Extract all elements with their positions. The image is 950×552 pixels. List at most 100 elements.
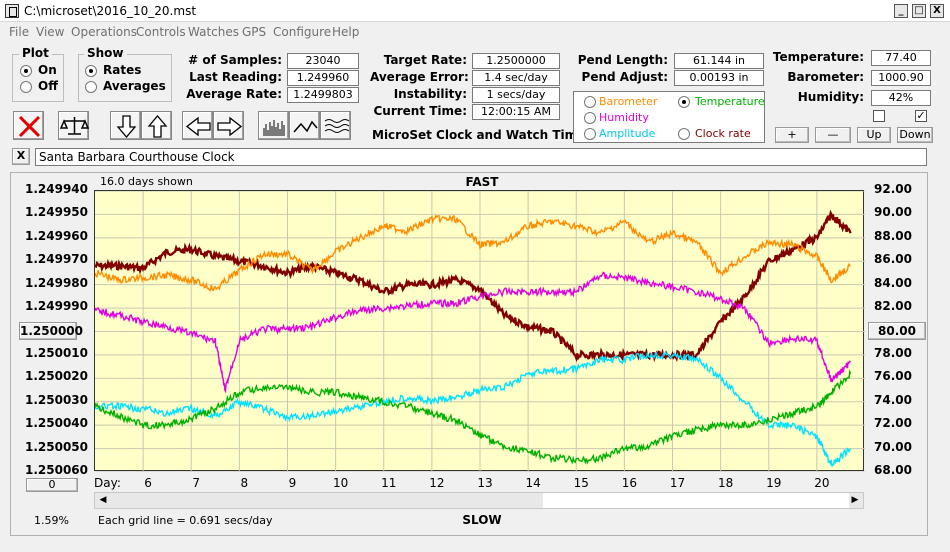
stop-button[interactable] <box>13 111 44 140</box>
left-axis-tick-label: 1.249980 <box>24 275 88 290</box>
show-rates-label: Rates <box>103 63 142 77</box>
pend-length-value: 61.144 in <box>674 53 764 69</box>
barometer-series-line <box>94 214 851 292</box>
clock-name-field[interactable]: Santa Barbara Courthouse Clock <box>35 148 927 166</box>
right-axis-tick-label: 86.00 <box>874 252 912 267</box>
rate-series-line <box>94 209 852 363</box>
menu-bar: File View Operations Controls Watches GP… <box>0 22 950 42</box>
center-temp-button[interactable]: 80.00 <box>868 322 926 340</box>
barometer-radio[interactable] <box>584 96 596 108</box>
close-button[interactable]: X <box>930 4 944 18</box>
scroll-thumb[interactable] <box>543 493 849 508</box>
barometer-value: 1000.90 <box>871 70 931 86</box>
maximize-button[interactable]: □ <box>912 4 926 18</box>
temperature-radio[interactable] <box>678 96 690 108</box>
x-axis-tick-label: 18 <box>717 476 734 490</box>
humidity-series-line <box>94 271 852 394</box>
target-rate-label: Target Rate: <box>383 53 467 67</box>
left-checkbox[interactable] <box>873 110 885 122</box>
scroll-right-arrow-icon[interactable]: ▶ <box>851 495 859 505</box>
show-group-title: Show <box>84 46 127 60</box>
right-axis-tick-label: 76.00 <box>874 369 912 384</box>
menu-configure[interactable]: Configure <box>273 25 332 39</box>
left-axis-tick-label: 1.250010 <box>24 345 88 360</box>
amplitude-radio[interactable] <box>584 128 596 140</box>
plot-on-radio[interactable] <box>20 65 32 77</box>
fast-label: FAST <box>465 175 499 189</box>
down-button[interactable]: Down <box>897 127 933 143</box>
up-button[interactable]: Up <box>857 127 891 143</box>
instability-label: Instability: <box>393 87 467 101</box>
left-axis-tick-label: 1.250030 <box>24 392 88 407</box>
humidity-radio[interactable] <box>584 112 596 124</box>
line-view-button[interactable] <box>289 111 320 140</box>
plot-on-label: On <box>38 63 57 77</box>
bars-view-button[interactable] <box>258 111 289 140</box>
show-averages-radio[interactable] <box>85 81 97 93</box>
slow-label: SLOW <box>462 513 502 527</box>
arrow-up-icon <box>147 114 168 138</box>
menu-gps[interactable]: GPS <box>242 25 267 39</box>
left-axis-tick-label: 1.250040 <box>24 416 88 431</box>
show-rates-radio[interactable] <box>85 65 97 77</box>
arrow-left-button[interactable] <box>182 111 213 140</box>
day-axis-label: Day: <box>94 476 121 490</box>
arrow-right-button[interactable] <box>213 111 244 140</box>
left-axis-tick-label: 1.249950 <box>24 205 88 220</box>
right-axis-tick-label: 90.00 <box>874 205 912 220</box>
wave-lines-icon <box>324 119 350 133</box>
arrow-down-button[interactable] <box>110 111 141 140</box>
offset-button[interactable]: 0 <box>26 478 78 492</box>
average-error-value: 1.4 sec/day <box>472 70 560 86</box>
x-axis-tick-label: 11 <box>381 476 397 490</box>
average-rate-value: 1.2499803 <box>287 87 359 103</box>
right-axis-tick-label: 84.00 <box>874 275 912 290</box>
x-axis-tick-label: 14 <box>525 476 541 490</box>
menu-help[interactable]: Help <box>332 25 360 39</box>
temperature-value: 77.40 <box>871 50 931 66</box>
title-bar: C:\microset\2016_10_20.mst _ □ X <box>0 0 950 22</box>
clock-rate-radio[interactable] <box>678 128 690 140</box>
window-title: C:\microset\2016_10_20.mst <box>24 4 197 18</box>
right-axis-tick-label: 70.00 <box>874 439 912 454</box>
plot-off-radio[interactable] <box>20 81 32 93</box>
last-reading-value: 1.249960 <box>287 70 359 86</box>
x-axis-tick-label: 7 <box>192 476 201 490</box>
menu-controls[interactable]: Controls <box>136 25 186 39</box>
wave-view-button[interactable] <box>320 111 351 140</box>
app-icon[interactable] <box>5 4 19 18</box>
scroll-left-arrow-icon[interactable]: ◀ <box>99 495 107 505</box>
minimize-button[interactable]: _ <box>894 4 908 18</box>
chart-svg <box>94 190 865 473</box>
temperature-label: Temperature: <box>772 50 864 64</box>
x-axis-tick-label: 13 <box>477 476 493 490</box>
plot-off-label: Off <box>38 79 58 93</box>
arrow-up-button[interactable] <box>141 111 172 140</box>
pend-length-label: Pend Length: <box>577 53 668 67</box>
humidity-option-label: Humidity <box>599 111 649 124</box>
balance-button[interactable] <box>58 111 90 140</box>
horizontal-scrollbar[interactable]: ◀ ▶ <box>94 492 864 509</box>
barometer-label: Barometer: <box>787 70 864 84</box>
arrow-left-icon <box>185 116 211 137</box>
x-axis-tick-label: 12 <box>429 476 445 490</box>
red-x-icon <box>18 115 41 138</box>
menu-operations[interactable]: Operations <box>71 25 137 39</box>
x-axis-tick-label: 20 <box>814 476 830 490</box>
balance-scale-icon <box>59 117 90 135</box>
menu-file[interactable]: File <box>9 25 30 39</box>
center-rate-button[interactable]: 1.250000 <box>19 322 84 340</box>
bar-graph-icon <box>263 120 285 136</box>
menu-watches[interactable]: Watches <box>188 25 239 39</box>
show-group <box>78 54 172 102</box>
right-checkbox[interactable]: ✓ <box>915 109 927 122</box>
left-axis-tick-label: 1.250020 <box>24 369 88 384</box>
plus-button[interactable]: + <box>775 127 809 143</box>
clear-name-button[interactable]: X <box>12 148 30 165</box>
minus-button[interactable]: — <box>815 127 851 143</box>
current-time-label: Current Time: <box>373 104 467 118</box>
menu-view[interactable]: View <box>36 25 65 39</box>
barometer-option-label: Barometer <box>599 95 658 108</box>
arrow-down-icon <box>116 115 137 139</box>
x-axis-tick-label: 17 <box>669 476 686 490</box>
